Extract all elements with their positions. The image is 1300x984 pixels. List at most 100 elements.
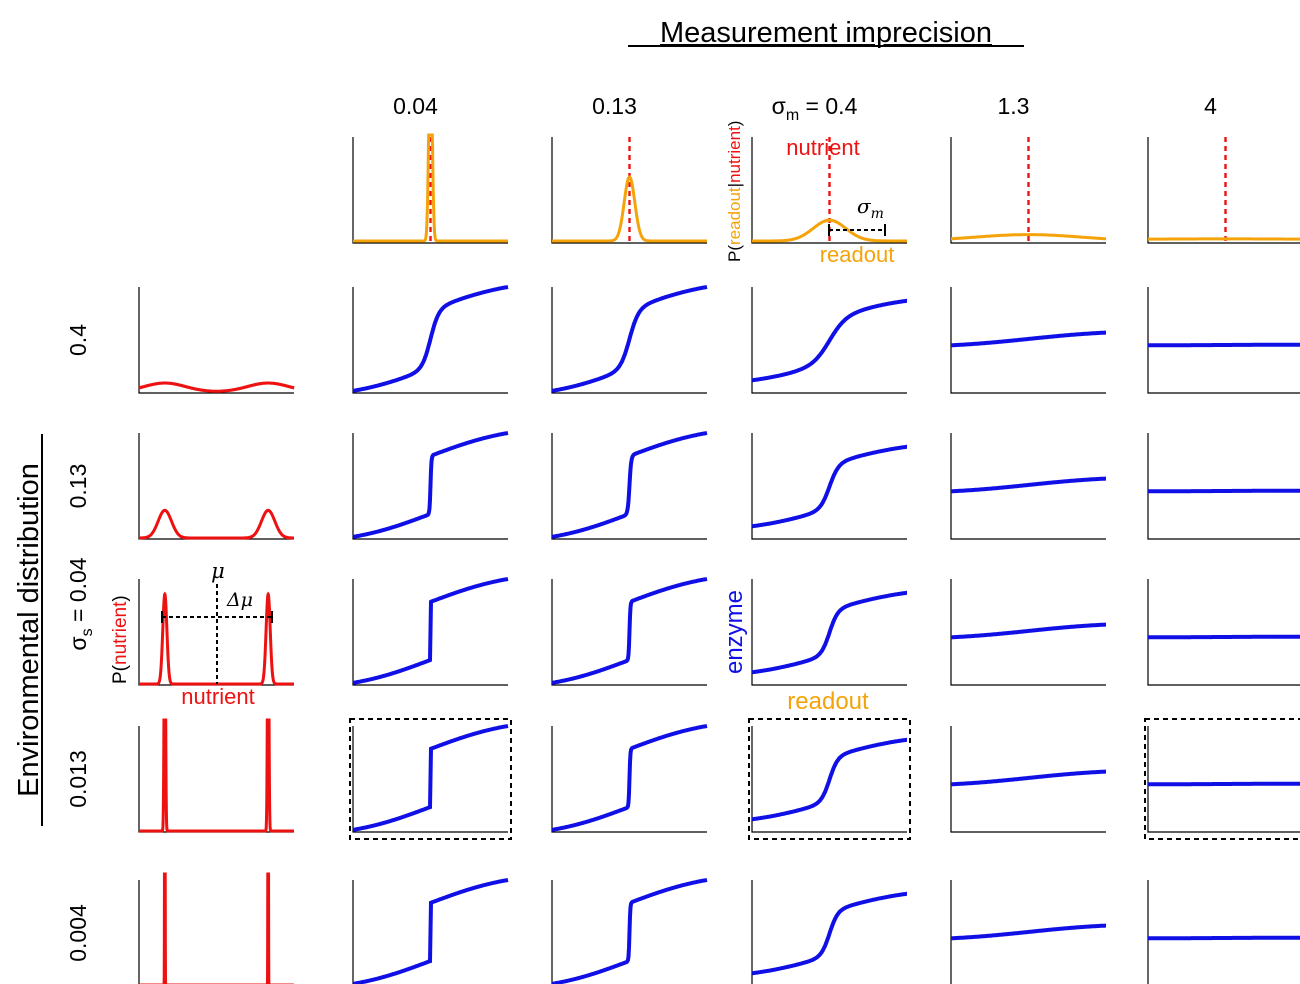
enzyme-axis-label: enzyme [721,590,748,674]
response-panel-r2-c1 [551,577,708,686]
response-axes [551,726,707,833]
response-curve [751,891,907,976]
column-header-0: 0.04 [393,93,438,119]
row-header-2: σs = 0.04 [65,557,96,650]
environment-nutrient-label: nutrient [181,684,254,709]
response-panel-r1-c3 [950,433,1106,540]
response-curve [551,431,708,539]
column-headers: 0.04 0.13 σm = 0.4 1.3 4 [393,93,1217,124]
response-axes [751,433,907,540]
response-curve [1148,342,1300,348]
noise-curve [552,175,707,243]
response-axes [1147,579,1300,686]
column-header-4: 4 [1204,93,1217,119]
noise-panel-2 [751,137,907,244]
response-curve [352,724,509,832]
response-axes [352,287,508,394]
response-axes [751,880,753,984]
environment-axes [138,433,294,540]
response-axes [1147,726,1300,833]
column-header-1: 0.13 [592,93,637,119]
response-axes [352,579,508,686]
response-panel-r2-c4 [1147,579,1300,686]
response-axes [1147,880,1149,984]
noise-panels [352,133,1300,244]
annotations: P(readout|nutrient) nutrient readout σm P(nu… [110,121,894,715]
environment-panel-1 [138,433,294,540]
highlight-box [349,718,512,840]
response-axes [551,287,707,394]
environment-curve [138,381,295,393]
response-curve [551,285,708,393]
response-panel-r0-c1 [551,285,708,394]
response-curve [1148,935,1300,941]
noise-axes [1147,137,1300,244]
response-axes [950,880,952,984]
response-panel-r3-c4 [1144,718,1300,840]
response-panel-r2-c0 [352,577,509,686]
environment-axes [138,880,140,984]
response-panel-r4-c3 [950,880,1106,984]
response-axes [352,880,354,984]
response-panel-r0-c4 [1147,287,1300,394]
response-panel-r1-c2 [751,433,907,540]
response-axes [950,726,1106,833]
noise-panel-4 [1147,137,1300,244]
response-curve [1148,634,1300,640]
response-axes [551,579,707,686]
response-curve [352,285,509,393]
noise-readout-label: readout [820,242,895,267]
response-curve [951,923,1106,941]
column-header-2: σm = 0.4 [772,93,858,124]
response-axes [950,579,1106,686]
response-panel-r3-c3 [950,726,1106,833]
response-panel-r3-c2 [748,718,911,840]
environment-panel-3 [138,718,294,833]
environment-curve [139,872,294,984]
row-header-1: 0.13 [65,464,91,509]
noise-panel-1 [551,137,707,244]
noise-nutrient-label: nutrient [786,135,859,160]
response-curve [1148,488,1300,494]
response-panel-r4-c4 [1147,880,1300,984]
row-headers: 0.4 0.13 σs = 0.04 0.013 0.004 [65,324,96,962]
row-header-0: 0.4 [65,324,91,356]
highlight-box [1144,718,1300,840]
response-panel-r1-c1 [551,431,708,540]
row-header-4: 0.004 [65,904,91,962]
response-curve [751,590,907,675]
response-curve [751,737,907,822]
row-header-3: 0.013 [65,750,91,808]
response-curve [551,878,708,984]
response-curve [551,577,708,685]
response-axes [1147,433,1300,540]
environment-panel-0 [138,287,295,394]
noise-curve [752,218,907,243]
environment-curve [139,718,294,833]
noise-sigma-label: σm [857,194,884,222]
response-axes [551,880,553,984]
response-curve [751,298,907,383]
response-curve [551,724,708,832]
column-group-title: Measurement imprecision [660,17,992,49]
response-readout-label: readout [787,688,869,715]
response-panel-r1-c4 [1147,433,1300,540]
response-curve [951,622,1106,640]
response-panel-r0-c0 [352,285,509,394]
response-panel-r3-c0 [349,718,512,840]
response-curve [951,330,1106,348]
noise-axis-label: P(readout|nutrient) [725,121,744,262]
response-axes [950,433,1106,540]
response-axes [751,726,907,833]
response-panel-r4-c0 [352,878,509,984]
response-panel-r0-c3 [950,287,1106,394]
noise-axes [352,137,508,244]
noise-panel-3 [950,137,1106,244]
noise-axes [551,137,707,244]
response-curve [951,476,1106,494]
noise-axes [950,137,1106,244]
environment-axis-label: P(nutrient) [110,595,131,684]
noise-curve [951,233,1106,241]
response-axes [352,433,508,540]
environment-panel-4 [138,872,294,984]
